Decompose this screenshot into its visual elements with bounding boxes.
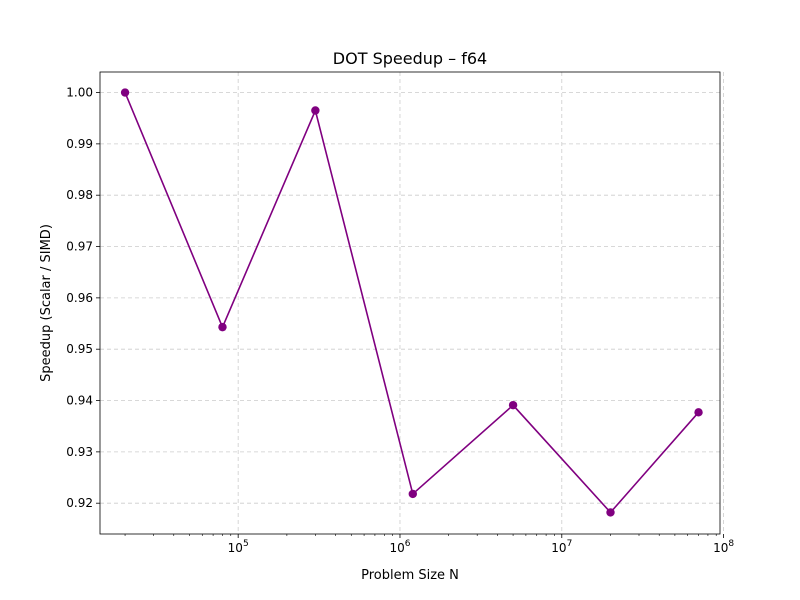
series-line xyxy=(124,92,700,514)
data-point xyxy=(694,408,703,417)
x-tick-label: 106 xyxy=(389,539,410,555)
x-tick-label: 108 xyxy=(713,539,734,555)
data-point xyxy=(218,322,227,332)
axis-ticks: 0.92 0.93 0.94 0.95 0.96 0.97 0.98 0.99 1.00 105 1… xyxy=(66,86,734,555)
y-tick-label: 0.96 xyxy=(66,291,93,305)
x-axis-label: Problem Size N xyxy=(361,568,459,583)
y-tick-label: 0.98 xyxy=(66,188,93,202)
grid xyxy=(100,72,725,534)
x-tick-label: 105 xyxy=(228,539,249,555)
series-layer xyxy=(120,88,703,517)
y-tick-label: 0.97 xyxy=(66,240,93,254)
y-tick-label: 1.00 xyxy=(66,86,93,100)
data-point xyxy=(408,489,417,499)
data-point xyxy=(606,508,615,517)
data-point xyxy=(120,88,130,97)
y-tick-label: 0.99 xyxy=(66,137,93,151)
data-point xyxy=(311,106,320,115)
plot-area xyxy=(99,71,721,535)
x-tick-label: 107 xyxy=(551,539,572,555)
y-axis-label: Speedup (Scalar / SIMD) xyxy=(39,224,54,382)
y-tick-label: 0.93 xyxy=(66,445,93,459)
y-tick-label: 0.92 xyxy=(66,496,93,510)
chart-title: DOT Speedup – f64 xyxy=(333,49,487,68)
y-tick-label: 0.94 xyxy=(66,394,93,408)
y-tick-label: 0.95 xyxy=(66,342,93,356)
data-point xyxy=(508,400,518,410)
